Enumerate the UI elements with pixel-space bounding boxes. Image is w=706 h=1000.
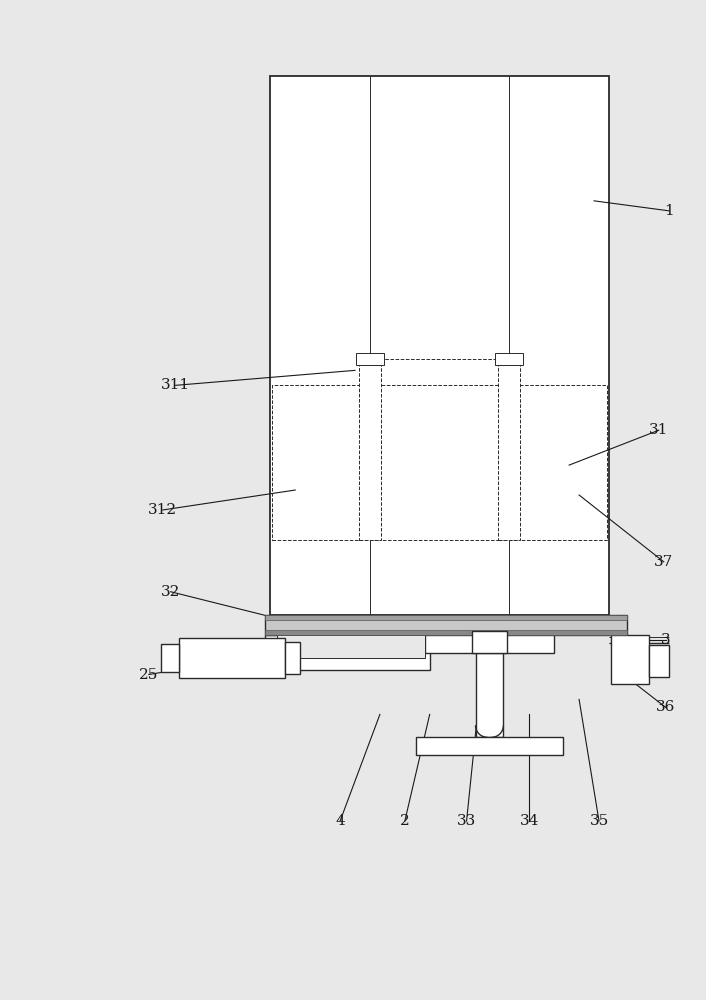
Bar bbox=[496, 353, 523, 365]
Text: 36: 36 bbox=[656, 700, 676, 714]
Text: 32: 32 bbox=[161, 585, 181, 599]
Bar bbox=[498, 365, 520, 540]
Text: 33: 33 bbox=[457, 814, 476, 828]
Bar bbox=[472, 631, 508, 653]
Bar bbox=[265, 615, 627, 635]
Bar bbox=[416, 737, 563, 755]
Bar bbox=[161, 644, 179, 672]
Text: 31: 31 bbox=[649, 423, 669, 437]
Text: 311: 311 bbox=[161, 378, 190, 392]
Text: 4: 4 bbox=[335, 814, 345, 828]
Bar bbox=[615, 639, 645, 680]
Text: 35: 35 bbox=[590, 814, 609, 828]
Bar bbox=[372, 385, 508, 540]
Text: 2: 2 bbox=[400, 814, 409, 828]
Text: 25: 25 bbox=[139, 668, 158, 682]
Bar bbox=[277, 635, 425, 658]
Bar bbox=[611, 635, 649, 684]
Bar bbox=[511, 385, 607, 540]
Text: 3: 3 bbox=[661, 633, 671, 647]
Bar bbox=[425, 635, 554, 653]
Bar bbox=[356, 353, 384, 365]
Text: 34: 34 bbox=[520, 814, 539, 828]
Text: 312: 312 bbox=[148, 503, 177, 517]
Bar bbox=[265, 635, 430, 670]
Bar bbox=[359, 365, 381, 540]
Bar bbox=[265, 615, 627, 620]
Bar bbox=[476, 653, 503, 737]
Bar bbox=[273, 385, 370, 540]
Bar bbox=[265, 630, 627, 635]
Bar bbox=[285, 642, 300, 674]
Bar bbox=[270, 76, 609, 615]
Bar bbox=[179, 638, 285, 678]
Text: 1: 1 bbox=[664, 204, 674, 218]
Text: 37: 37 bbox=[654, 555, 674, 569]
Bar bbox=[649, 645, 669, 677]
